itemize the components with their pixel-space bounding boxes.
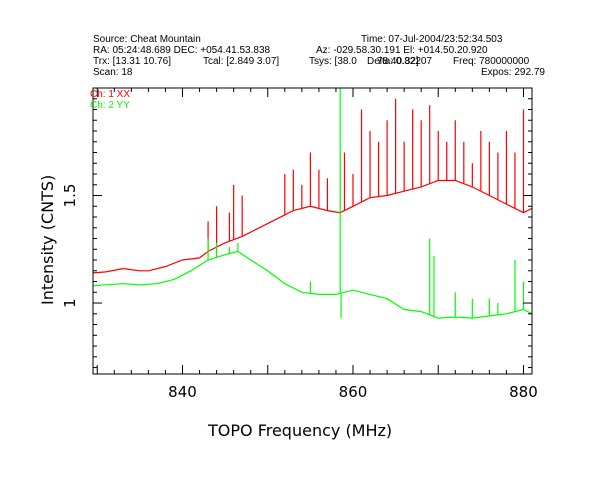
y-tick-label: 1.5 [61,184,79,208]
y-axis-title: Intensity (CNTS) [38,174,57,305]
header-tsys-overlap: 78 40.32] [377,56,419,67]
header-trx: Trx: [13.31 10.76] [93,56,172,67]
header-ra-dec: RA: 05:24:48.689 DEC: +054.41.53.838 [93,45,271,56]
header-tsys: Tsys: [38.0 [309,56,357,67]
series-line-2 [92,250,533,319]
header-delta: Delta: 0.82207 [367,56,433,67]
header-time: Time: 07-Jul-2004/23:52:34.503 [361,34,503,45]
header-source: Source: Cheat Mountain [93,34,201,45]
series-line-1 [92,179,533,274]
header-az-el: Az: -029.58.30.191 El: +014.50.20.920 [316,45,488,56]
header-scan: Scan: 18 [93,67,133,78]
legend-ch1: Ch: 1 XX [90,89,131,100]
x-tick-label: 860 [339,383,368,401]
header-tcal: Tcal: [2.849 3.07] [203,56,280,67]
y-tick-label: 1 [61,298,79,308]
x-tick-label: 840 [168,383,197,401]
x-axis-title: TOPO Frequency (MHz) [208,421,393,440]
legend-ch2: Ch: 2 YY [90,100,130,111]
plot-frame [92,87,533,375]
x-tick-label: 880 [509,383,538,401]
header-expos: Expos: 292.79 [481,67,545,78]
header-freq: Freq: 780000000 [453,56,530,67]
